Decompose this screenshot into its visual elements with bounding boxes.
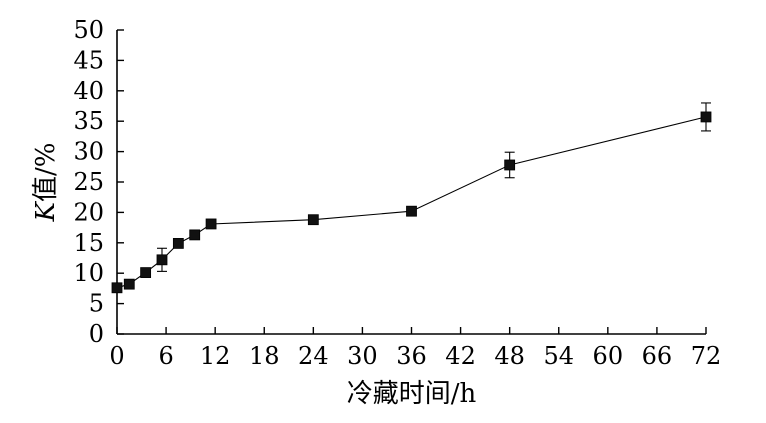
y-axis-title-rest: 值/% bbox=[31, 143, 61, 202]
x-tick-label: 42 bbox=[445, 342, 476, 370]
y-axis-title-italic: K bbox=[31, 200, 61, 222]
y-tick-label: 0 bbox=[89, 320, 104, 348]
data-point bbox=[700, 111, 712, 123]
x-tick-label: 30 bbox=[347, 342, 378, 370]
data-point bbox=[172, 238, 184, 249]
x-tick-label: 0 bbox=[109, 342, 124, 370]
y-tick-label: 15 bbox=[73, 229, 104, 257]
y-tick-label: 30 bbox=[73, 138, 104, 166]
x-tick-label: 18 bbox=[249, 342, 280, 370]
data-point bbox=[111, 282, 123, 294]
y-tick-label: 20 bbox=[73, 198, 104, 226]
x-tick-label: 54 bbox=[543, 342, 574, 370]
y-tick-label: 35 bbox=[73, 107, 104, 135]
y-tick-label: 5 bbox=[89, 290, 104, 318]
x-tick-label: 36 bbox=[396, 342, 427, 370]
data-point bbox=[307, 214, 319, 226]
data-point bbox=[123, 278, 135, 290]
y-tick-label: 40 bbox=[73, 77, 104, 105]
data-point bbox=[406, 205, 417, 217]
x-tick-label: 60 bbox=[593, 342, 624, 370]
y-tick-label: 50 bbox=[73, 16, 104, 44]
series-line bbox=[116, 116, 707, 289]
x-tick-label: 24 bbox=[298, 342, 329, 370]
data-point bbox=[189, 229, 201, 241]
x-tick-label: 48 bbox=[494, 342, 525, 370]
axes bbox=[116, 30, 706, 335]
series bbox=[111, 102, 712, 294]
x-tick-label: 6 bbox=[158, 342, 173, 370]
x-axis-title: 冷藏时间/h bbox=[347, 379, 477, 409]
y-tick-label: 10 bbox=[73, 259, 104, 287]
x-tick-label: 12 bbox=[200, 342, 231, 370]
data-point bbox=[140, 267, 152, 278]
y-tick-label: 45 bbox=[73, 46, 104, 74]
x-tick-label: 72 bbox=[691, 342, 722, 370]
y-tick-label: 25 bbox=[73, 168, 104, 196]
data-point bbox=[156, 254, 168, 266]
data-point bbox=[205, 218, 217, 230]
x-tick-label: 66 bbox=[642, 342, 673, 370]
data-point bbox=[504, 159, 516, 171]
y-axis-title: K值/% bbox=[31, 143, 61, 223]
